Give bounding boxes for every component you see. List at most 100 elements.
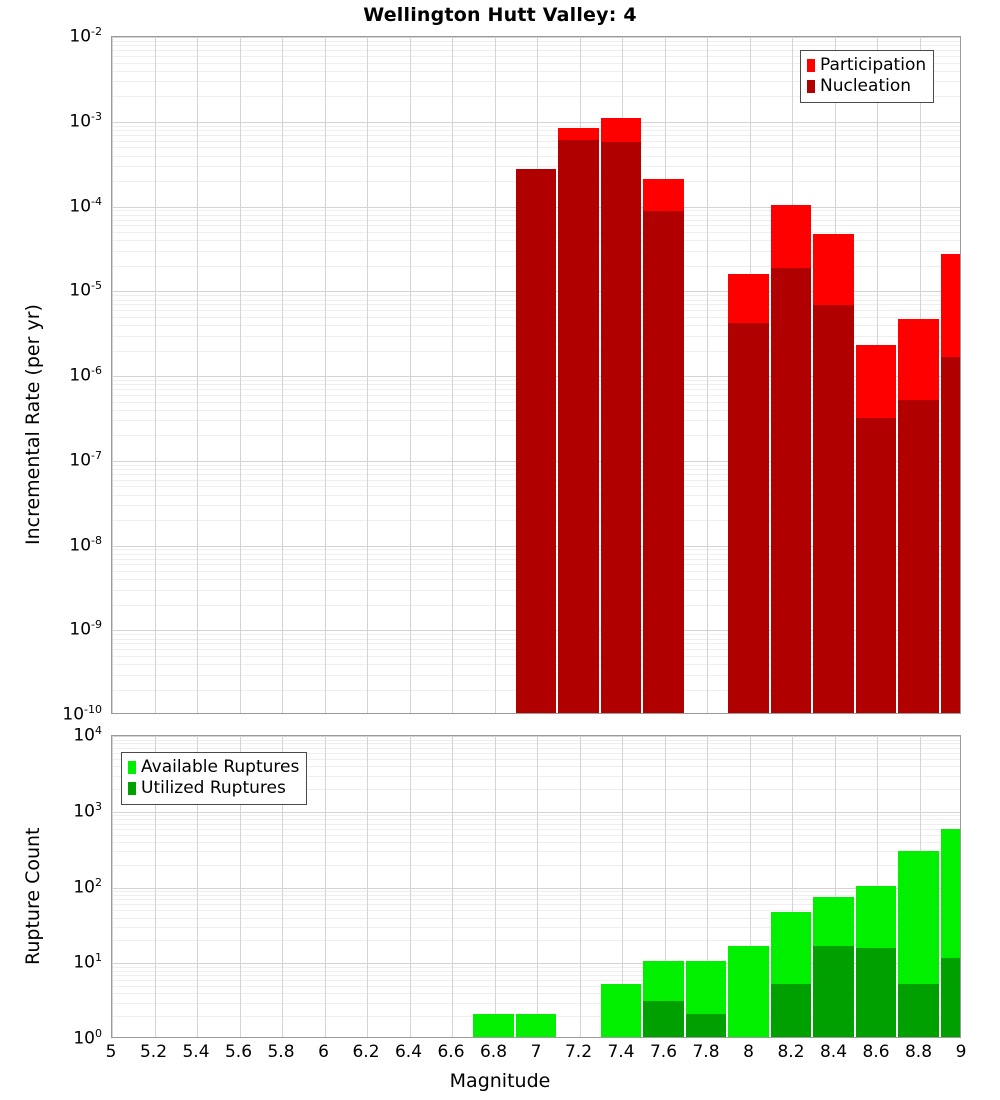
x-axis-tick-label: 6.8 <box>479 1042 508 1062</box>
page-title: Wellington Hutt Valley: 4 <box>363 4 637 26</box>
legend-label-available-ruptures: Available Ruptures <box>141 757 300 777</box>
bar-segment-inner <box>515 169 557 713</box>
gridline-minor-h <box>112 864 960 866</box>
bar <box>898 318 939 713</box>
y-axis-tick-label: 10-2 <box>69 25 102 47</box>
gridline-minor-h <box>112 140 960 142</box>
gridline-major-v <box>367 37 368 713</box>
bars-bottom <box>112 736 960 1037</box>
gridline-minor-h <box>112 891 960 892</box>
legend-top: Participation Nucleation <box>800 50 935 103</box>
gridline-minor-h <box>112 841 960 843</box>
grid-lines-bottom <box>112 736 960 1037</box>
gridline-minor-h <box>112 775 960 777</box>
x-axis-tick-label: 7.6 <box>649 1042 678 1062</box>
bar <box>473 1014 514 1037</box>
gridline-minor-h <box>112 980 960 982</box>
bar-segment-inner <box>558 139 599 713</box>
gridline-minor-h <box>112 50 960 52</box>
bar <box>898 850 939 1037</box>
gridline-major-v <box>749 736 751 1037</box>
gridline-minor-h <box>112 125 960 127</box>
legend-item-utilized-ruptures: Utilized Ruptures <box>128 778 299 799</box>
bar <box>728 945 769 1037</box>
legend-bottom: Available Ruptures Utilized Ruptures <box>121 752 308 805</box>
gridline-minor-h <box>112 910 960 912</box>
bar-segment-inner <box>855 947 897 1037</box>
gridline-major-v <box>282 736 283 1037</box>
bar <box>515 169 557 713</box>
gridline-major-v <box>112 736 113 1037</box>
bar <box>558 128 599 713</box>
gridline-major-v <box>707 37 708 713</box>
y-axis-tick-label: 10-7 <box>69 448 102 471</box>
gridline-minor-h <box>112 819 960 821</box>
gridline-minor-h <box>112 743 960 745</box>
y-axis-tick-label: 10-9 <box>69 618 102 640</box>
gridline-minor-h <box>112 166 960 168</box>
bar-segment-inner <box>770 984 812 1037</box>
x-axis-tick-label: 7.2 <box>564 1042 593 1062</box>
bar-segment-outer <box>473 1014 514 1037</box>
gridline-minor-h <box>112 739 960 741</box>
bar-segment-inner <box>685 1014 727 1037</box>
gridline-major-h <box>112 811 960 813</box>
bar <box>813 897 854 1037</box>
gridline-major-h <box>112 37 960 38</box>
gridline-minor-h <box>112 927 960 929</box>
x-axis-tick-label: 8.2 <box>777 1042 805 1062</box>
gridline-major-v <box>367 736 368 1037</box>
legend-label-participation: Participation <box>820 55 927 75</box>
gridline-minor-h <box>112 899 960 901</box>
bar-segment-inner <box>813 945 854 1037</box>
rupture-count-plot <box>111 735 961 1038</box>
legend-item-participation: Participation <box>807 55 926 76</box>
bar <box>728 274 769 713</box>
gridline-major-v <box>154 37 156 713</box>
x-axis-tick-label: 5 <box>105 1042 117 1062</box>
gridline-minor-h <box>112 986 960 988</box>
bar <box>600 118 642 713</box>
gridline-major-v <box>197 736 198 1037</box>
y-axis-tick-label: 10-10 <box>62 703 102 725</box>
gridline-minor-h <box>112 130 960 131</box>
x-axis-tick-label: 6.2 <box>352 1042 380 1062</box>
gridline-major-v <box>197 37 198 713</box>
bar <box>770 911 812 1037</box>
gridline-minor-h <box>112 917 960 919</box>
gridline-minor-h <box>112 966 960 968</box>
y-axis-tick-label: 102 <box>73 875 102 898</box>
gridline-major-v <box>409 736 411 1037</box>
gridline-major-v <box>622 736 623 1037</box>
bar-segment-inner <box>898 984 939 1037</box>
bar-segment-inner <box>728 323 769 713</box>
bar <box>643 179 684 713</box>
x-axis-tick-label: 5.2 <box>139 1042 168 1062</box>
gridline-major-v <box>282 37 283 713</box>
bar <box>685 961 727 1037</box>
bar-segment-inner <box>940 958 960 1037</box>
gridline-major-v <box>409 37 411 713</box>
gridline-minor-h <box>112 993 960 995</box>
gridline-minor-h <box>112 894 960 896</box>
x-axis-tick-label: 7 <box>530 1042 542 1062</box>
x-axis-tick-label: 7.4 <box>607 1042 635 1062</box>
y-axis-tick-label: 100 <box>73 1027 102 1049</box>
bar-segment-inner <box>643 210 684 713</box>
gridline-major-v <box>834 736 836 1037</box>
x-axis-tick-label: 7.8 <box>692 1042 720 1062</box>
gridline-minor-h <box>112 155 960 157</box>
gridline-major-v <box>112 37 113 713</box>
gridline-minor-h <box>112 758 960 760</box>
gridline-minor-h <box>112 970 960 972</box>
y-axis-tick-label: 10-6 <box>69 364 102 386</box>
bar-segment-inner <box>643 1000 684 1037</box>
bar-segment-inner <box>600 141 642 713</box>
gridline-major-h <box>112 963 960 965</box>
bar <box>940 254 960 713</box>
gridline-minor-h <box>112 975 960 976</box>
bar-segment-outer <box>728 945 769 1037</box>
gridline-minor-h <box>112 851 960 853</box>
bar <box>855 345 897 713</box>
